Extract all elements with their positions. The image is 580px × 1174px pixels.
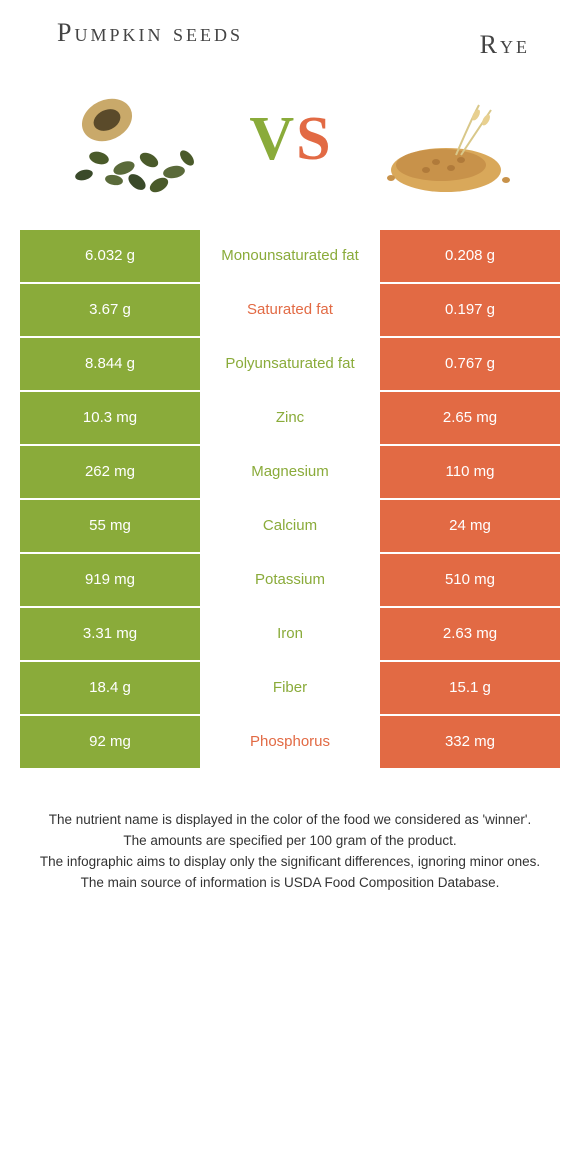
left-food-title: Pumpkin seeds: [50, 18, 250, 60]
right-value: 2.63 mg: [380, 608, 560, 660]
nutrient-label: Magnesium: [200, 446, 380, 498]
right-food-title: Rye: [330, 18, 530, 60]
right-value: 332 mg: [380, 716, 560, 768]
right-value: 0.197 g: [380, 284, 560, 336]
right-food-image: [361, 80, 521, 200]
table-row: 8.844 gPolyunsaturated fat0.767 g: [20, 338, 560, 390]
footer-line-3: The infographic aims to display only the…: [30, 852, 550, 873]
left-food-image: [59, 80, 219, 200]
footer-notes: The nutrient name is displayed in the co…: [0, 770, 580, 894]
table-row: 6.032 gMonounsaturated fat0.208 g: [20, 230, 560, 282]
table-row: 10.3 mgZinc2.65 mg: [20, 392, 560, 444]
table-row: 3.67 gSaturated fat0.197 g: [20, 284, 560, 336]
table-row: 262 mgMagnesium110 mg: [20, 446, 560, 498]
nutrient-label: Saturated fat: [200, 284, 380, 336]
vs-letter-v: V: [249, 104, 294, 175]
footer-line-1: The nutrient name is displayed in the co…: [30, 810, 550, 831]
left-value: 10.3 mg: [20, 392, 200, 444]
left-value: 919 mg: [20, 554, 200, 606]
right-value: 15.1 g: [380, 662, 560, 714]
nutrient-label: Phosphorus: [200, 716, 380, 768]
left-value: 3.31 mg: [20, 608, 200, 660]
table-row: 55 mgCalcium24 mg: [20, 500, 560, 552]
right-value: 0.208 g: [380, 230, 560, 282]
right-value: 510 mg: [380, 554, 560, 606]
footer-line-4: The main source of information is USDA F…: [30, 873, 550, 894]
nutrient-label: Potassium: [200, 554, 380, 606]
right-value: 110 mg: [380, 446, 560, 498]
comparison-table: 6.032 gMonounsaturated fat0.208 g3.67 gS…: [20, 230, 560, 768]
nutrient-label: Fiber: [200, 662, 380, 714]
left-value: 262 mg: [20, 446, 200, 498]
nutrient-label: Iron: [200, 608, 380, 660]
left-value: 3.67 g: [20, 284, 200, 336]
left-value: 6.032 g: [20, 230, 200, 282]
table-row: 3.31 mgIron2.63 mg: [20, 608, 560, 660]
table-row: 919 mgPotassium510 mg: [20, 554, 560, 606]
nutrient-label: Monounsaturated fat: [200, 230, 380, 282]
header: Pumpkin seeds Rye: [0, 0, 580, 70]
left-value: 18.4 g: [20, 662, 200, 714]
vs-row: VS: [0, 70, 580, 230]
vs-letter-s: S: [296, 104, 330, 175]
table-row: 92 mgPhosphorus332 mg: [20, 716, 560, 768]
right-value: 2.65 mg: [380, 392, 560, 444]
left-value: 8.844 g: [20, 338, 200, 390]
right-value: 24 mg: [380, 500, 560, 552]
footer-line-2: The amounts are specified per 100 gram o…: [30, 831, 550, 852]
table-row: 18.4 gFiber15.1 g: [20, 662, 560, 714]
nutrient-label: Polyunsaturated fat: [200, 338, 380, 390]
nutrient-label: Calcium: [200, 500, 380, 552]
vs-label: VS: [249, 104, 330, 175]
left-value: 92 mg: [20, 716, 200, 768]
nutrient-label: Zinc: [200, 392, 380, 444]
right-value: 0.767 g: [380, 338, 560, 390]
left-value: 55 mg: [20, 500, 200, 552]
